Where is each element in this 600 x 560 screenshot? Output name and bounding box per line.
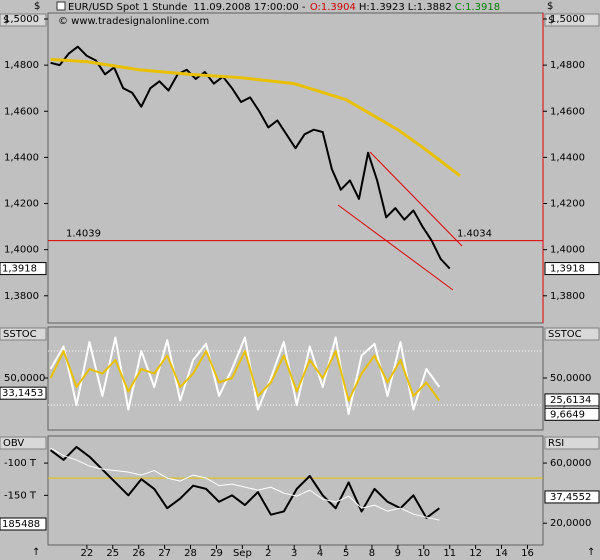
x-tick-label: 11 [443,548,456,559]
hline-label: 1.4034 [457,229,492,240]
y-tick-label: 1,4400 [4,152,39,163]
last-value-box [0,386,47,400]
last-value-label: 33,1453 [2,388,43,399]
x-tick-label: 22 [81,548,94,559]
y-tick-label: 1,4400 [550,152,585,163]
panel-label-box [0,327,47,341]
header-high: H:1.3923 [359,2,405,13]
y-tick-label: 1,4800 [4,60,39,71]
y-tick-label: 1,5000 [550,14,585,25]
header-datetime: 11.09.2008 17:00:00 - [193,2,306,13]
x-tick-label: 9 [395,548,401,559]
panel-label-box [0,13,47,27]
last-value-label: 9,6649 [550,409,585,420]
panel-label: SSTOC [3,329,37,340]
panel-label: $ [3,15,9,26]
series-line [49,350,441,402]
y2-tick-label: 20,0000 [550,518,591,529]
last-value-box [0,262,47,276]
last-value-box [0,517,47,531]
channel-line [369,151,463,247]
y-tick-label: 1,3800 [4,291,39,302]
axis-symbol: $ [34,1,40,12]
y-tick-label: 1,4800 [550,60,585,71]
series-line [50,447,440,521]
x-tick-label: 29 [210,548,223,559]
panel-label-box [544,436,600,450]
y-tick-label: 1,4000 [4,245,39,256]
x-tick-label: 3 [291,548,297,559]
header: EUR/USD Spot 1 Stunde 11.09.2008 17:00:00… [68,2,500,13]
last-value-label: 1,3918 [2,264,37,275]
panel-label-box [0,436,47,450]
x-tick-label: 27 [158,548,171,559]
last-value-box [544,262,600,276]
header-title: EUR/USD Spot 1 Stunde [68,2,187,13]
scroll-arrow[interactable]: ↑ [587,547,595,558]
y-tick-label: -100 T [4,458,37,469]
y-tick-label: 1,5000 [4,14,39,25]
panel [47,435,544,546]
last-value-label: 37,4552 [550,492,591,503]
x-tick-label: 16 [521,548,534,559]
panel-label: SSTOC [548,329,582,340]
panel-label: RSI [548,438,564,449]
header-open: O:1.3904 [310,2,356,13]
series-line [49,445,440,519]
x-tick-label: 12 [469,548,482,559]
series-line [49,336,441,415]
header-close: C:1.3918 [455,2,500,13]
y-tick-label: 1,4200 [4,199,39,210]
last-value-label: 185488 [2,519,40,530]
panel-label-box [544,13,600,27]
x-tick-label: 25 [106,548,119,559]
instrument-icon [56,1,66,11]
y-tick-label: -150 T [4,490,37,501]
x-tick-label: 26 [132,548,145,559]
y-tick-label: 50,0000 [4,373,45,384]
x-tick-label: 5 [343,548,349,559]
series-line [50,57,461,178]
last-value-box [544,490,600,504]
last-value-box [544,393,600,407]
x-tick-label: 28 [184,548,197,559]
x-tick-label: 14 [495,548,508,559]
scroll-arrow[interactable]: ↑ [32,547,40,558]
x-tick-label: 4 [317,548,323,559]
y-tick-label: 1,4000 [550,245,585,256]
y2-tick-label: 60,0000 [550,458,591,469]
x-tick-label: 8 [369,548,375,559]
y-tick-label: 1,4600 [4,106,39,117]
copyright: © www.tradesignalonline.com [58,16,209,27]
axis-symbol: $ [547,1,553,12]
panel-label-box [544,327,600,341]
channel-line [337,204,454,291]
y-tick-label: 1,3800 [550,291,585,302]
last-value-label: 25,6134 [550,395,591,406]
y-tick-label: 1,4600 [550,106,585,117]
header-low: L:1.3882 [408,2,452,13]
last-value-label: 1,3918 [550,264,585,275]
last-value-box [544,407,600,421]
hline-label: 1.4039 [66,229,101,240]
x-tick-label: 2 [265,548,271,559]
x-tick-label: 10 [417,548,430,559]
x-tick-label: Sep [233,548,252,559]
y-tick-label: 1,4200 [550,199,585,210]
panel-label: OBV [3,438,24,449]
y-tick-label: 50,0000 [550,373,591,384]
series-line [50,45,451,270]
panel-label: $ [548,15,554,26]
